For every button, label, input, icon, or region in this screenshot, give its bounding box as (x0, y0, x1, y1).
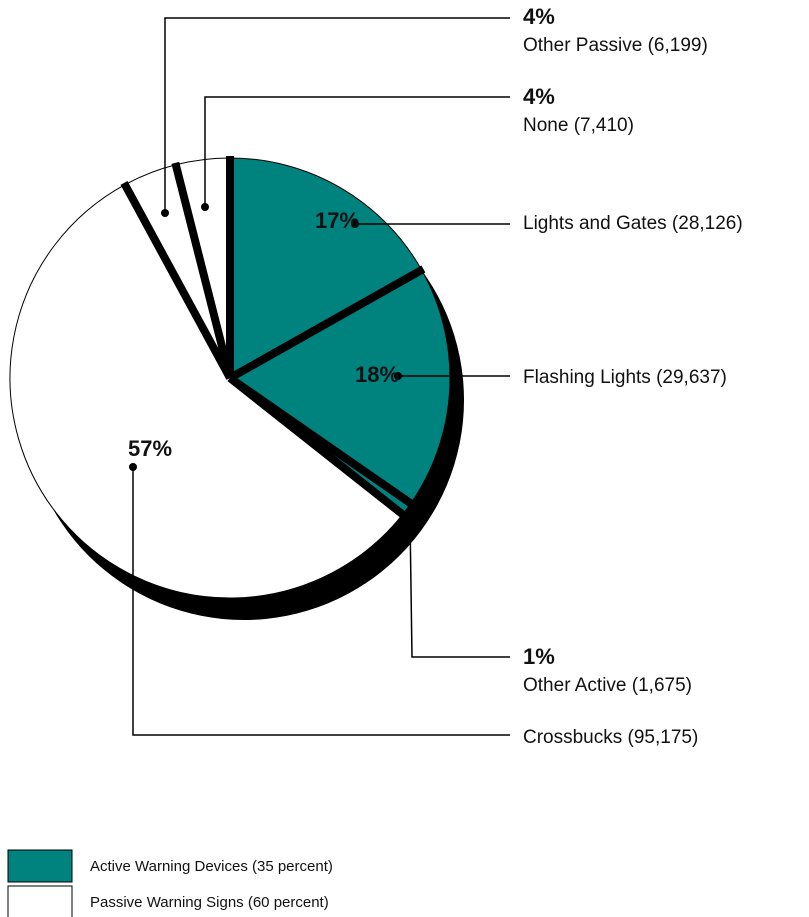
legend-label: Passive Warning Signs (60 percent) (90, 894, 329, 911)
pie-slice (229, 269, 451, 505)
percent-label: 17% (315, 208, 359, 233)
leader-dot (161, 209, 169, 217)
leader-dot (406, 514, 414, 522)
leader-dot (351, 220, 359, 228)
slice-label: Crossbucks (95,175) (523, 727, 698, 748)
pie-slice (9, 184, 404, 599)
slice-separator (228, 265, 426, 382)
leader-dot (394, 372, 402, 380)
percent-label: 18% (355, 362, 399, 387)
legend-swatch (7, 885, 73, 917)
leader-line (164, 17, 510, 213)
leader-dot (201, 203, 209, 211)
leader-line (204, 96, 510, 207)
slice-label: Flashing Lights (29,637) (523, 367, 727, 388)
pie-slice (229, 157, 423, 379)
percent-label: 57% (128, 436, 172, 461)
leader-line (132, 467, 510, 736)
leader-dot (129, 463, 137, 471)
slice-label: Other Passive (6,199) (523, 35, 708, 56)
legend-swatch (7, 849, 73, 883)
percent-label: 4% (523, 84, 555, 109)
slice-label: Other Active (1,675) (523, 675, 692, 696)
percent-label: 1% (523, 644, 555, 669)
slice-label: None (7,410) (523, 115, 634, 136)
slice-separator (227, 374, 407, 519)
slice-separator (120, 181, 234, 380)
slice-separator (171, 161, 234, 379)
legend-label: Active Warning Devices (35 percent) (90, 858, 333, 875)
percent-label: 4% (523, 4, 555, 29)
leader-line (409, 517, 510, 658)
slice-label: Lights and Gates (28,126) (523, 213, 743, 234)
